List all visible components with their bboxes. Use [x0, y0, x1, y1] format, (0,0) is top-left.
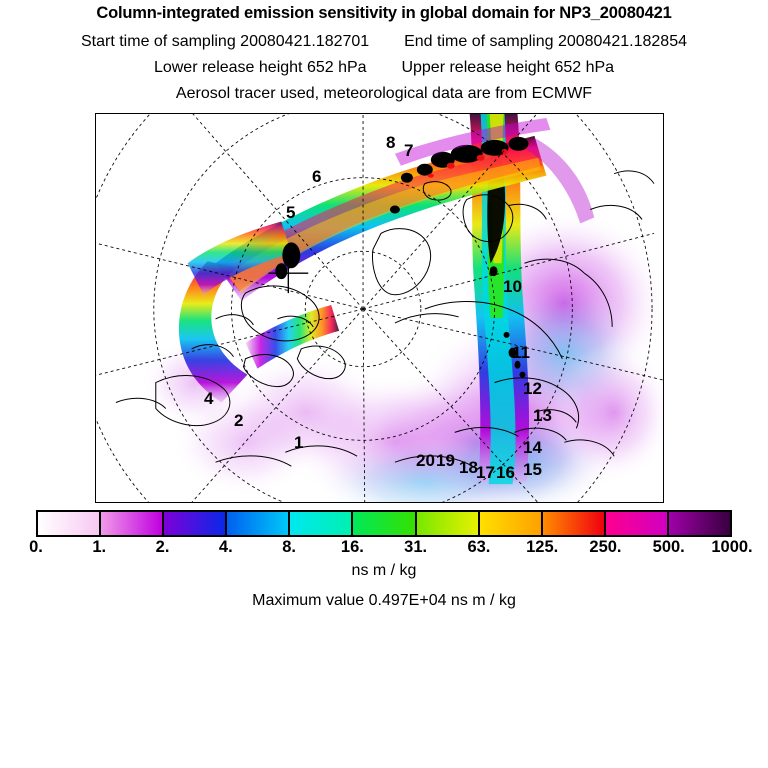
colorbar-segment-4 [290, 512, 354, 535]
coastlines [115, 170, 655, 467]
colorbar-segment-1 [101, 512, 165, 535]
upper-release-height-label: Upper release height 652 hPa [401, 59, 615, 76]
colorbar-tick-labels: 0. 1. 2. 4. 8. 16. 31. 63. 125. 250. 500. 1000. [0, 538, 768, 560]
colorbar-tick-0: 0. [29, 538, 43, 556]
trajectory-label-7: 7 [404, 141, 414, 160]
colorbar-segment-3 [227, 512, 291, 535]
colorbar-tick-4: 8. [282, 538, 296, 556]
colorbar-segment-10 [668, 512, 731, 535]
map-panel: 1 2 4 5 6 7 8 10 11 12 13 14 15 16 17 18… [95, 113, 664, 503]
trajectory-label-18: 18 [459, 458, 478, 477]
trajectory-label-16: 16 [496, 463, 515, 482]
trajectory-label-1: 1 [294, 433, 304, 452]
colorbar-tick-6: 31. [404, 538, 428, 556]
colorbar-tick-1: 1. [92, 538, 107, 556]
trajectory-label-17: 17 [476, 463, 495, 482]
colorbar-segment-8 [542, 512, 606, 535]
map-canvas [96, 114, 663, 502]
lower-release-height-label: Lower release height 652 hPa [153, 59, 367, 76]
trajectory-label-2: 2 [234, 411, 244, 430]
colorbar-segment-5 [353, 512, 417, 535]
page-title: Column-integrated emission sensitivity i… [96, 4, 672, 22]
colorbar-tick-3: 4. [218, 538, 233, 556]
trajectory-label-20: 20 [416, 451, 435, 470]
colorbar-segment-9 [605, 512, 669, 535]
trajectory-label-14: 14 [523, 438, 542, 457]
colorbar-segment-2 [164, 512, 228, 535]
trajectory-label-5: 5 [286, 203, 296, 222]
colorbar-tick-5: 16. [340, 538, 364, 556]
colorbar-segment-6 [416, 512, 480, 535]
colorbar-segment-7 [479, 512, 543, 535]
maximum-value-label: Maximum value 0.497E+04 ns m / kg [252, 592, 516, 609]
colorbar [36, 510, 732, 537]
trajectory-label-4: 4 [204, 389, 214, 408]
trajectory-label-15: 15 [523, 460, 542, 479]
trajectory-label-11: 11 [512, 343, 530, 362]
colorbar-tick-10: 500. [652, 538, 685, 556]
sampling-time-line: Start time of sampling 20080421.182701 E… [0, 33, 768, 51]
colorbar-tick-7: 63. [467, 538, 491, 556]
colorbar-tick-8: 125. [526, 538, 559, 556]
trajectory-label-8: 8 [386, 133, 396, 152]
colorbar-units-label: ns m / kg [351, 562, 417, 579]
trajectory-label-6: 6 [312, 167, 322, 186]
release-point-cross [268, 255, 309, 294]
release-height-line: Lower release height 652 hPa Upper relea… [0, 59, 768, 77]
colorbar-tick-9: 250. [589, 538, 622, 556]
colorbar-tick-2: 2. [155, 538, 170, 556]
trajectory-label-10: 10 [503, 277, 522, 296]
colorbar-segment-0 [38, 512, 102, 535]
colorbar-tick-11: 1000. [711, 538, 753, 556]
end-time-label: End time of sampling 20080421.182854 [404, 33, 687, 50]
trajectory-label-13: 13 [533, 406, 552, 425]
start-time-label: Start time of sampling 20080421.182701 [81, 33, 370, 50]
trajectory-label-12: 12 [523, 379, 542, 398]
tracer-note-label: Aerosol tracer used, meteorological data… [175, 85, 593, 102]
graticule [96, 114, 663, 502]
trajectory-label-19: 19 [436, 451, 455, 470]
